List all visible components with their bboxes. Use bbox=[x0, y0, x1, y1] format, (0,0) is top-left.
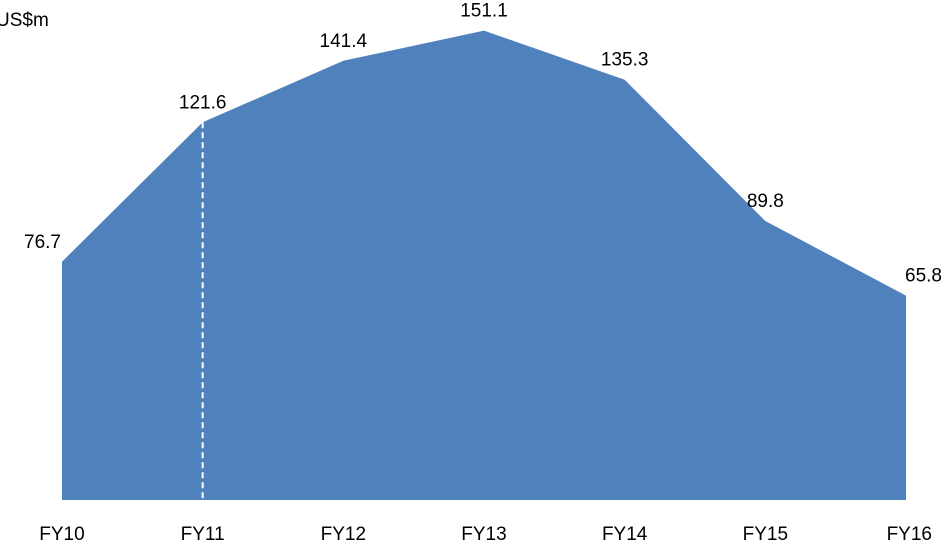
x-tick-label-fy11: FY11 bbox=[181, 524, 225, 545]
area-series bbox=[62, 30, 906, 500]
x-tick-label-fy12: FY12 bbox=[321, 524, 366, 545]
y-unit-label: US$m bbox=[0, 10, 49, 31]
data-label-fy13: 151.1 bbox=[460, 1, 508, 22]
data-label-fy15: 89.8 bbox=[747, 191, 784, 212]
data-label-fy10: 76.7 bbox=[24, 232, 61, 253]
x-tick-label-fy10: FY10 bbox=[39, 524, 84, 545]
x-tick-label-fy15: FY15 bbox=[743, 524, 788, 545]
data-labels-group: 76.7 121.6 141.4 151.1 135.3 89.8 65.8 bbox=[24, 1, 942, 287]
x-tick-label-fy13: FY13 bbox=[461, 524, 506, 545]
data-label-fy12: 141.4 bbox=[320, 31, 368, 52]
data-label-fy16: 65.8 bbox=[905, 266, 942, 287]
x-tick-label-fy16: FY16 bbox=[887, 524, 932, 545]
x-tick-label-fy14: FY14 bbox=[602, 524, 648, 545]
x-axis-labels-group: FY10 FY11 FY12 FY13 FY14 FY15 FY16 bbox=[39, 524, 932, 545]
data-label-fy11: 121.6 bbox=[179, 92, 227, 113]
data-label-fy14: 135.3 bbox=[601, 50, 649, 71]
